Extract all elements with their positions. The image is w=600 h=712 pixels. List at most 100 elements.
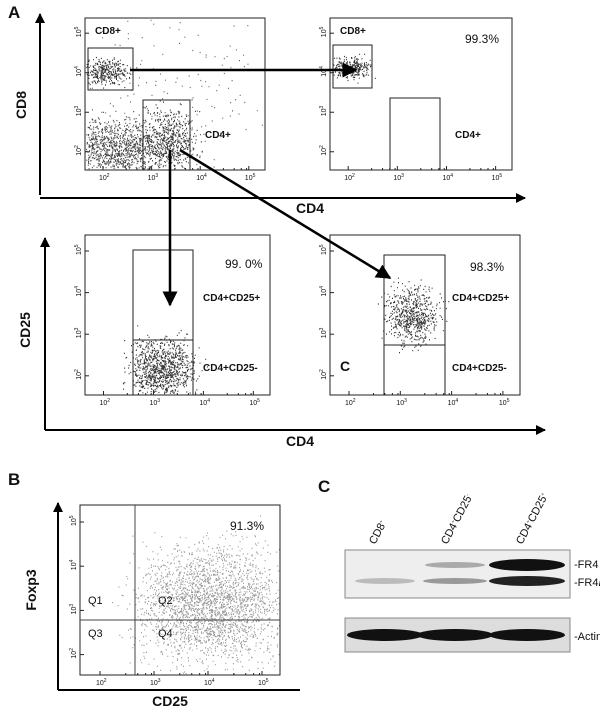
lane-label: CD4+CD25+ — [514, 491, 551, 546]
gate-label: CD4+CD25- — [203, 363, 258, 374]
gate-label: CD4+CD25+ — [452, 293, 509, 304]
text-part: 10 — [321, 108, 328, 116]
text-part: 5 — [499, 173, 502, 179]
y-tick-label: 103 — [74, 327, 83, 338]
text-part: 10 — [499, 400, 507, 407]
text-part: 10 — [99, 175, 107, 182]
text-part: 10 — [321, 69, 328, 77]
text-part: 10 — [76, 108, 83, 116]
x-tick-label: 103 — [393, 173, 404, 182]
text-part: 10 — [71, 562, 78, 570]
band — [347, 629, 423, 641]
x-tick-label: 105 — [249, 398, 260, 407]
x-tick-label: 104 — [442, 173, 453, 182]
percent: 91.3% — [230, 519, 264, 533]
band — [417, 629, 493, 641]
gate — [332, 44, 373, 89]
gate-label: CD4+CD25+ — [203, 293, 260, 304]
text-part: CD8 — [367, 521, 388, 546]
text-part: 10 — [149, 400, 157, 407]
text-part: 4 — [319, 286, 325, 289]
text-part: 2 — [69, 648, 75, 651]
text-part: 10 — [321, 330, 328, 338]
text-part: 3 — [404, 398, 407, 404]
text-part: 10 — [100, 400, 108, 407]
text-part: 2 — [353, 398, 356, 404]
y-tick-label: 103 — [319, 105, 328, 116]
panel-label: B — [8, 470, 20, 489]
x-tick-label: 102 — [345, 398, 356, 407]
text-part: 5 — [69, 515, 75, 518]
text-part: 10 — [448, 400, 456, 407]
x-tick-label: 103 — [396, 398, 407, 407]
event-dots — [86, 105, 205, 170]
text-part: 4 — [207, 398, 210, 404]
text-part: 10 — [76, 69, 83, 77]
text-part: 2 — [352, 173, 355, 179]
text-part: 10 — [148, 175, 156, 182]
text-part: 3 — [319, 105, 325, 108]
text-part: 3 — [155, 173, 158, 179]
x-tick-label: 103 — [150, 678, 161, 687]
text-part: 5 — [507, 398, 510, 404]
y-tick-label: 103 — [319, 327, 328, 338]
text-part: 4 — [455, 398, 458, 404]
text-part: 10 — [71, 607, 78, 615]
x-tick-label: 104 — [448, 398, 459, 407]
band — [423, 578, 487, 584]
text-part: CD4 — [439, 521, 460, 546]
x-tick-label: 102 — [100, 398, 111, 407]
gate-label: CD8+ — [95, 26, 121, 37]
gate — [383, 344, 446, 396]
text-part: + — [525, 519, 532, 524]
text-part: 10 — [245, 175, 253, 182]
text-part: 10 — [249, 400, 257, 407]
band-label: -FR4D3 — [574, 577, 600, 589]
text-part: 2 — [319, 145, 325, 148]
event-dots — [377, 277, 450, 354]
band — [355, 578, 415, 584]
text-part: 2 — [74, 369, 80, 372]
event-dots — [86, 56, 138, 89]
percent: 99. 0% — [225, 257, 263, 271]
gate — [132, 249, 194, 341]
band-label: -FR4 — [574, 559, 598, 571]
text-part: 10 — [321, 29, 328, 37]
text-part: 4 — [319, 66, 325, 69]
text-part: 3 — [69, 604, 75, 607]
text-part: 4 — [204, 173, 207, 179]
axis-label: CD25 — [17, 312, 33, 348]
y-tick-label: 103 — [74, 105, 83, 116]
text-part: 10 — [76, 29, 83, 37]
gate — [383, 254, 446, 346]
band — [489, 629, 565, 641]
text-part: 10 — [321, 148, 328, 156]
y-tick-label: 104 — [74, 286, 83, 297]
text-part: 10 — [96, 680, 104, 687]
quadrant-label: Q2 — [158, 595, 173, 607]
text-part: 10 — [321, 289, 328, 297]
text-part: 2 — [319, 369, 325, 372]
band — [425, 562, 485, 568]
text-part: 10 — [258, 680, 266, 687]
text-part: 2 — [104, 678, 107, 684]
x-tick-label: 102 — [96, 678, 107, 687]
y-tick-label: 102 — [319, 369, 328, 380]
text-part: 10 — [396, 400, 404, 407]
text-part: 4 — [74, 286, 80, 289]
x-tick-label: 104 — [204, 678, 215, 687]
y-tick-label: 104 — [69, 559, 78, 570]
text-part: D3 — [598, 577, 600, 589]
text-part: CD4 — [514, 521, 535, 546]
text-part: 10 — [76, 330, 83, 338]
x-tick-label: 105 — [499, 398, 510, 407]
text-part: 5 — [257, 398, 260, 404]
text-part: 10 — [393, 175, 401, 182]
band — [489, 576, 565, 586]
panel-label: A — [8, 3, 20, 22]
text-part: 10 — [76, 247, 83, 255]
text-part: 5 — [74, 244, 80, 247]
x-tick-label: 105 — [492, 173, 503, 182]
quadrant-label: Q3 — [88, 628, 103, 640]
gate — [389, 97, 441, 171]
